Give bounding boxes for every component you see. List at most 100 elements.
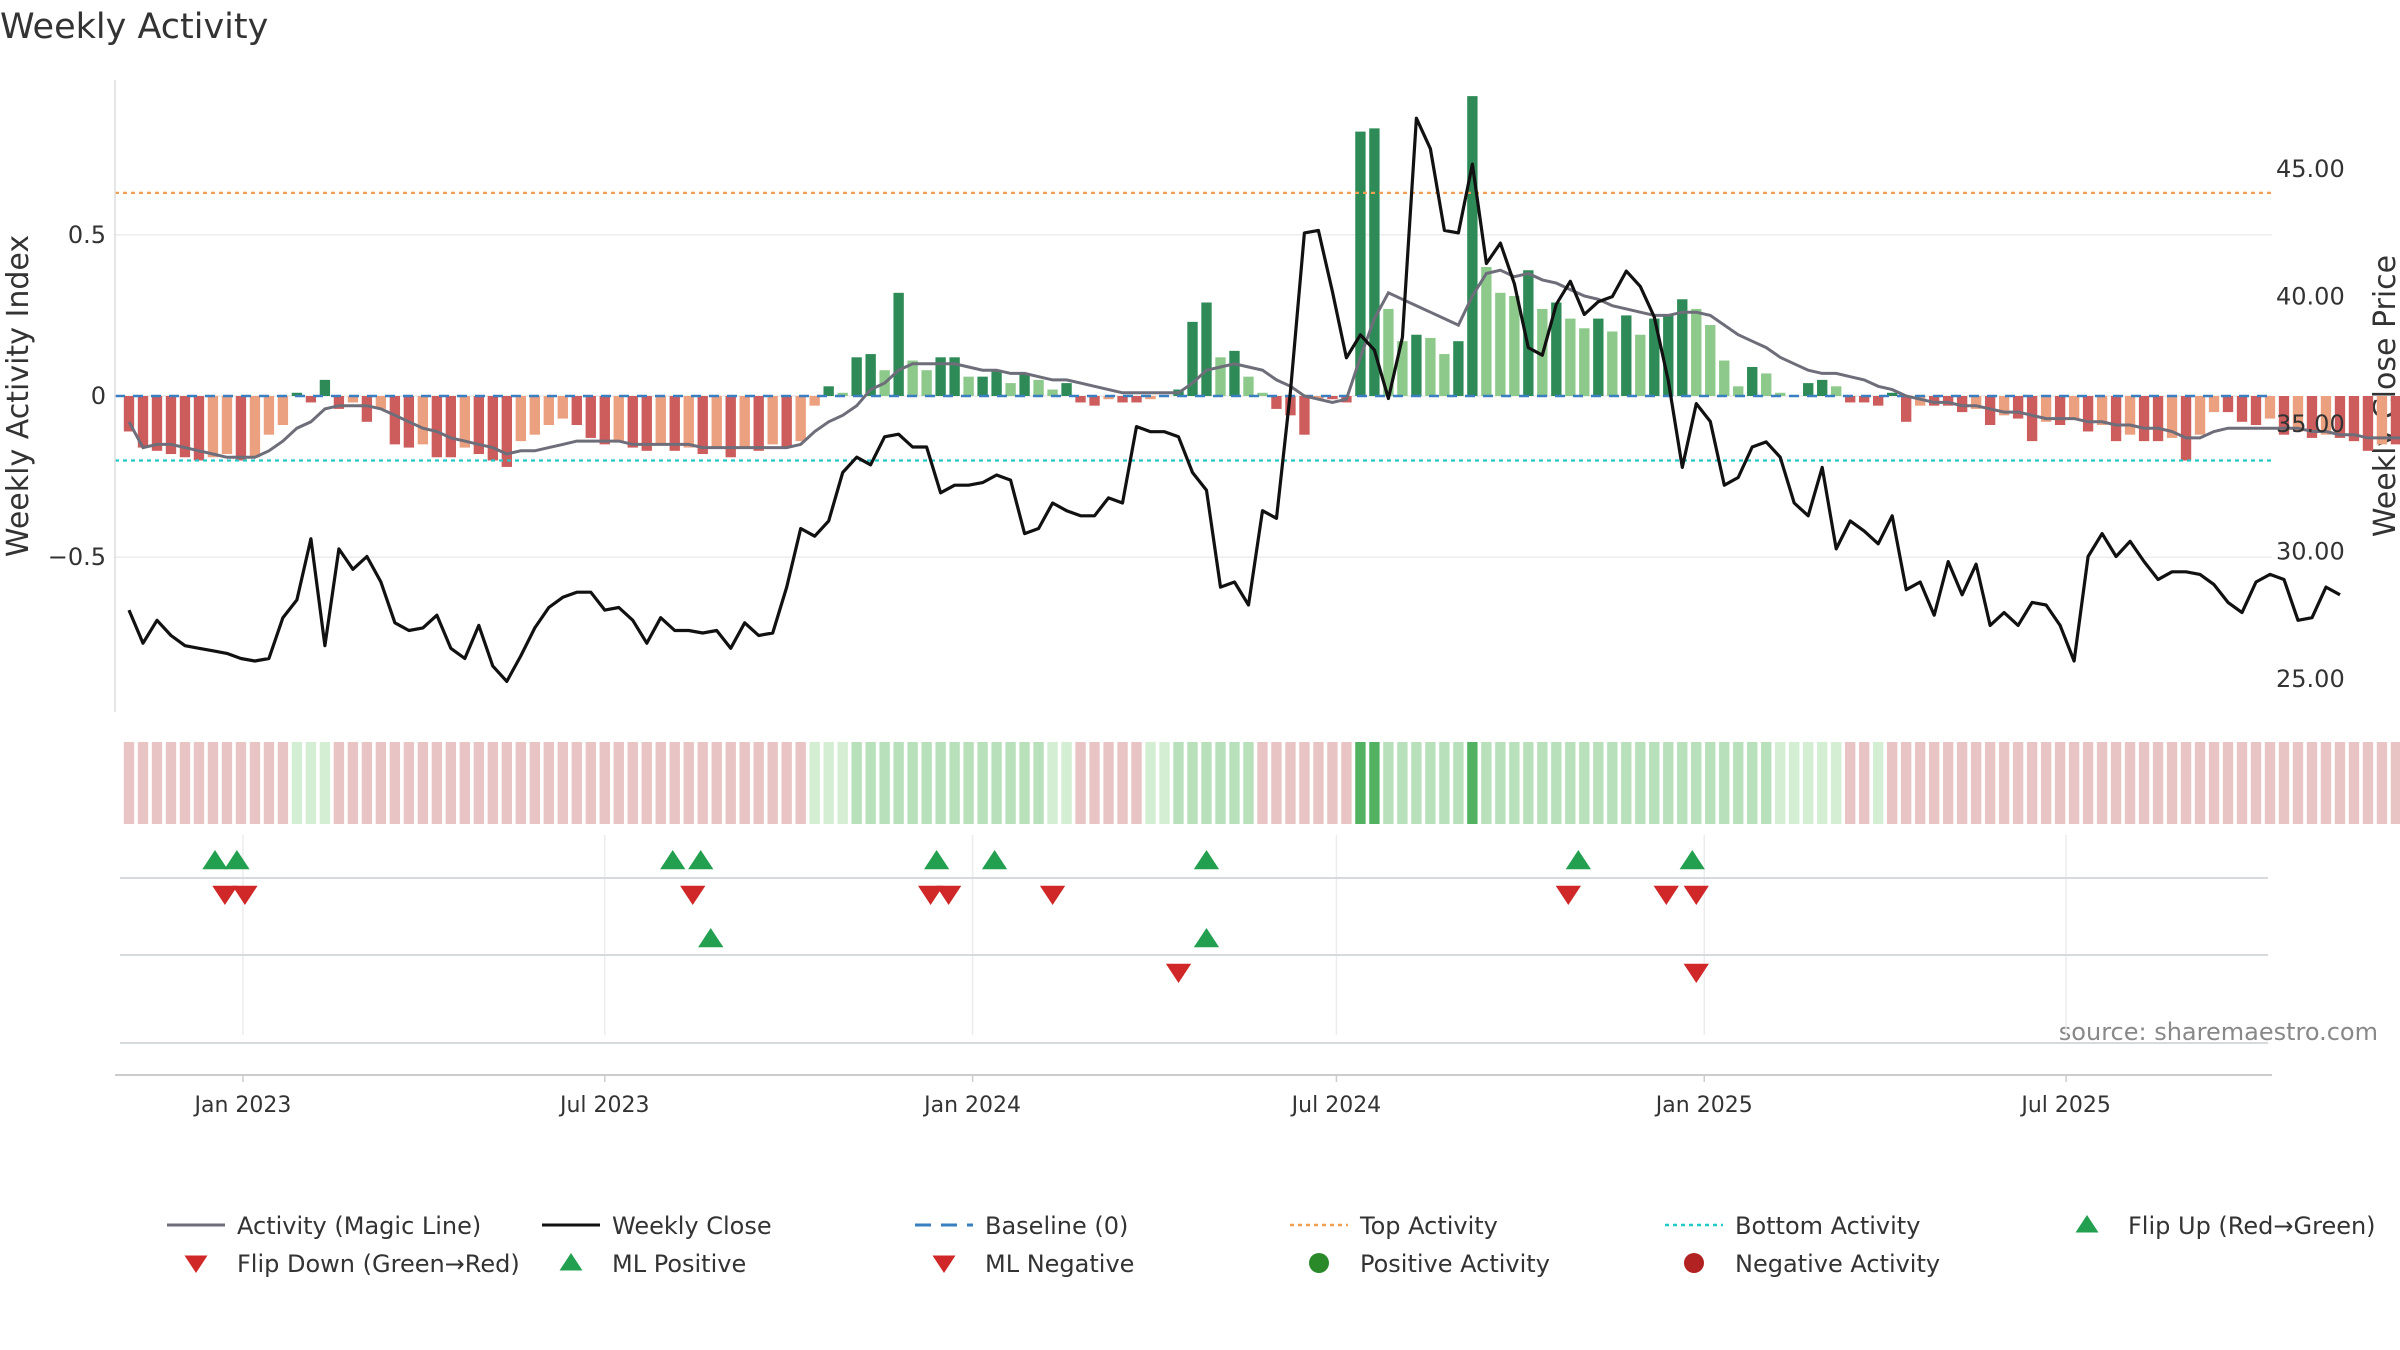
- heat-cell: [1761, 742, 1772, 824]
- heat-cell: [2292, 742, 2304, 824]
- activity-bar: [2334, 396, 2346, 438]
- heat-cell: [2138, 742, 2150, 824]
- heat-cell: [2250, 742, 2262, 824]
- heat-cell: [571, 742, 582, 824]
- activity-bar: [767, 396, 778, 445]
- flip-down-marker: [1039, 885, 1066, 905]
- heat-cell: [949, 742, 960, 824]
- activity-bar: [753, 396, 764, 451]
- activity-bar: [417, 396, 429, 445]
- heat-cell: [1439, 742, 1450, 824]
- heat-cell: [2166, 742, 2178, 824]
- activity-bar: [1327, 396, 1338, 400]
- activity-bar: [1873, 396, 1884, 406]
- legend-swatch: [932, 1255, 956, 1273]
- heat-cell: [1677, 742, 1688, 824]
- activity-bar: [263, 396, 275, 435]
- activity-bar: [865, 354, 876, 396]
- activity-bar: [2194, 396, 2206, 435]
- left-axis-label: Weekly Activity Index: [1, 235, 36, 557]
- right-tick-label: 45.00: [2276, 155, 2345, 183]
- right-tick-label: 30.00: [2276, 537, 2345, 565]
- legend-label: Activity (Magic Line): [237, 1212, 481, 1240]
- activity-bar: [613, 396, 624, 442]
- activity-bar: [2110, 396, 2122, 442]
- legend-label: Positive Activity: [1360, 1250, 1550, 1278]
- heat-cell: [1859, 742, 1870, 824]
- activity-bar: [1215, 357, 1226, 396]
- activity-bar: [641, 396, 652, 451]
- heat-cell: [1873, 742, 1884, 824]
- activity-bar: [1747, 366, 1758, 396]
- heat-cell: [669, 742, 680, 824]
- heat-cell: [865, 742, 876, 824]
- heat-cell: [2152, 742, 2164, 824]
- activity-bar: [1145, 396, 1156, 400]
- activity-bar: [2320, 396, 2332, 435]
- heat-cell: [2040, 742, 2052, 824]
- heat-cell: [1845, 742, 1856, 824]
- legend-label: Flip Down (Green→Red): [237, 1250, 520, 1278]
- heat-cell: [991, 742, 1002, 824]
- heat-cell: [1285, 742, 1296, 824]
- heat-cell: [2264, 742, 2276, 824]
- flip-up-marker: [224, 850, 250, 870]
- activity-bar: [907, 360, 918, 396]
- activity-bar: [1411, 334, 1422, 396]
- heat-cell: [165, 742, 177, 824]
- legend-swatch: [2075, 1215, 2099, 1233]
- heat-cell: [1019, 742, 1030, 824]
- heat-cell: [389, 742, 401, 824]
- heat-cell: [1369, 742, 1380, 824]
- activity-bar: [1970, 396, 1982, 409]
- heat-cell: [1257, 742, 1268, 824]
- activity-bar: [445, 396, 457, 458]
- activity-bar: [2152, 396, 2164, 442]
- heat-cell: [1425, 742, 1436, 824]
- activity-bar: [1607, 331, 1618, 396]
- activity-bar: [1649, 318, 1660, 396]
- heat-cell: [613, 742, 624, 824]
- activity-bar: [1089, 396, 1100, 406]
- activity-bar: [2054, 396, 2066, 426]
- activity-bar: [627, 396, 638, 448]
- flip-down-marker: [680, 885, 706, 905]
- activity-bar: [725, 396, 736, 458]
- heat-cell: [1635, 742, 1646, 824]
- activity-bar: [1621, 315, 1632, 396]
- heat-cell: [879, 742, 890, 824]
- heat-cell: [1481, 742, 1492, 824]
- activity-bar: [1047, 389, 1058, 396]
- heat-cell: [1243, 742, 1254, 824]
- activity-bar: [1481, 267, 1492, 396]
- activity-bar: [361, 396, 373, 422]
- heat-cell: [1033, 742, 1044, 824]
- activity-bar: [893, 292, 904, 396]
- legend-label: ML Negative: [985, 1250, 1134, 1278]
- legend-label: Baseline (0): [985, 1212, 1128, 1240]
- activity-bar: [151, 396, 163, 451]
- activity-bar: [1103, 396, 1114, 400]
- heat-cell: [333, 742, 345, 824]
- heat-cell: [2054, 742, 2066, 824]
- activity-bar: [2068, 396, 2080, 419]
- activity-bar: [1201, 302, 1212, 396]
- activity-bar: [319, 379, 331, 396]
- heat-cell: [655, 742, 666, 824]
- heat-cell: [725, 742, 736, 824]
- heat-cell: [1537, 742, 1548, 824]
- heat-cell: [1886, 742, 1898, 824]
- flip-up-marker: [688, 850, 714, 870]
- heat-cell: [2222, 742, 2234, 824]
- activity-bar: [683, 396, 694, 448]
- heat-cell: [515, 742, 526, 824]
- activity-bar: [1033, 379, 1044, 396]
- heat-cell: [809, 742, 820, 824]
- activity-bar: [333, 396, 345, 409]
- heat-cell: [1341, 742, 1352, 824]
- activity-bar: [1453, 341, 1464, 396]
- heat-cell: [2334, 742, 2346, 824]
- heat-cell: [501, 742, 512, 824]
- activity-bar: [2390, 396, 2400, 445]
- activity-bar: [1565, 318, 1576, 396]
